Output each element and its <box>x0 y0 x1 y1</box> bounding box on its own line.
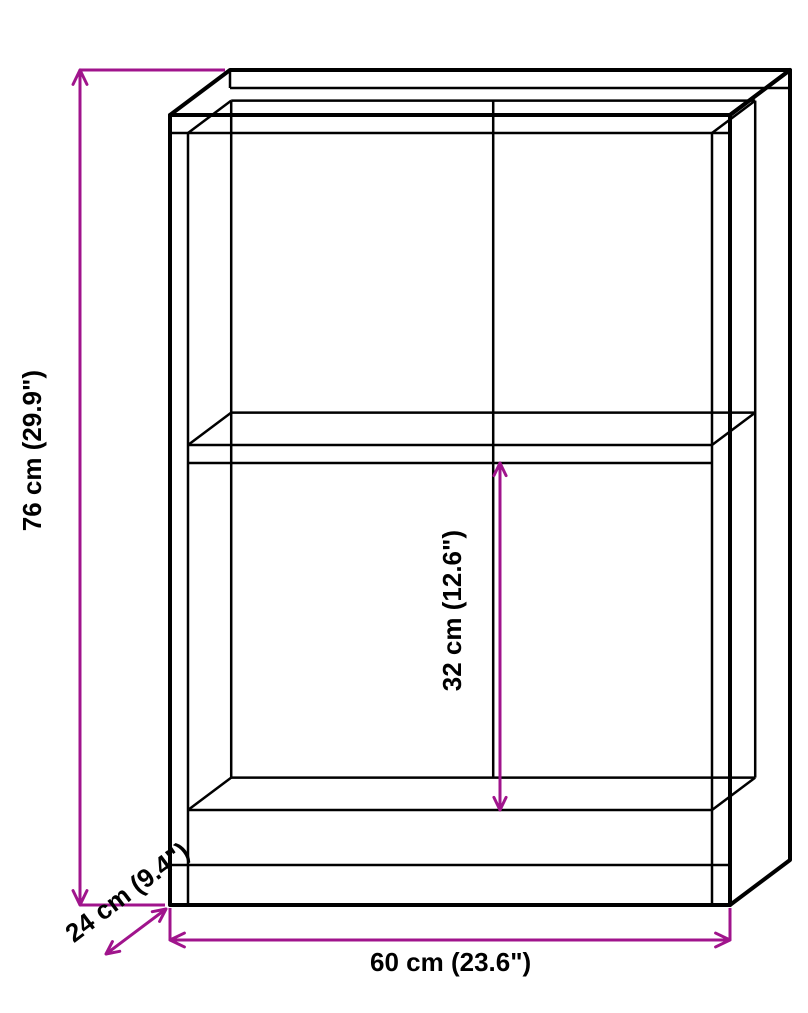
height-label: 76 cm (29.9") <box>18 370 48 531</box>
shelf-height-cm: 32 cm <box>437 617 467 691</box>
height-cm: 76 cm <box>17 457 47 531</box>
width-label: 60 cm (23.6") <box>370 948 531 978</box>
shelf-height-label: 32 cm (12.6") <box>438 530 468 691</box>
width-in: (23.6") <box>451 947 531 977</box>
width-cm: 60 cm <box>370 947 444 977</box>
shelf-height-in: (12.6") <box>437 530 467 610</box>
cabinet-dimension-drawing <box>0 0 808 1013</box>
height-in: (29.9") <box>17 370 47 450</box>
